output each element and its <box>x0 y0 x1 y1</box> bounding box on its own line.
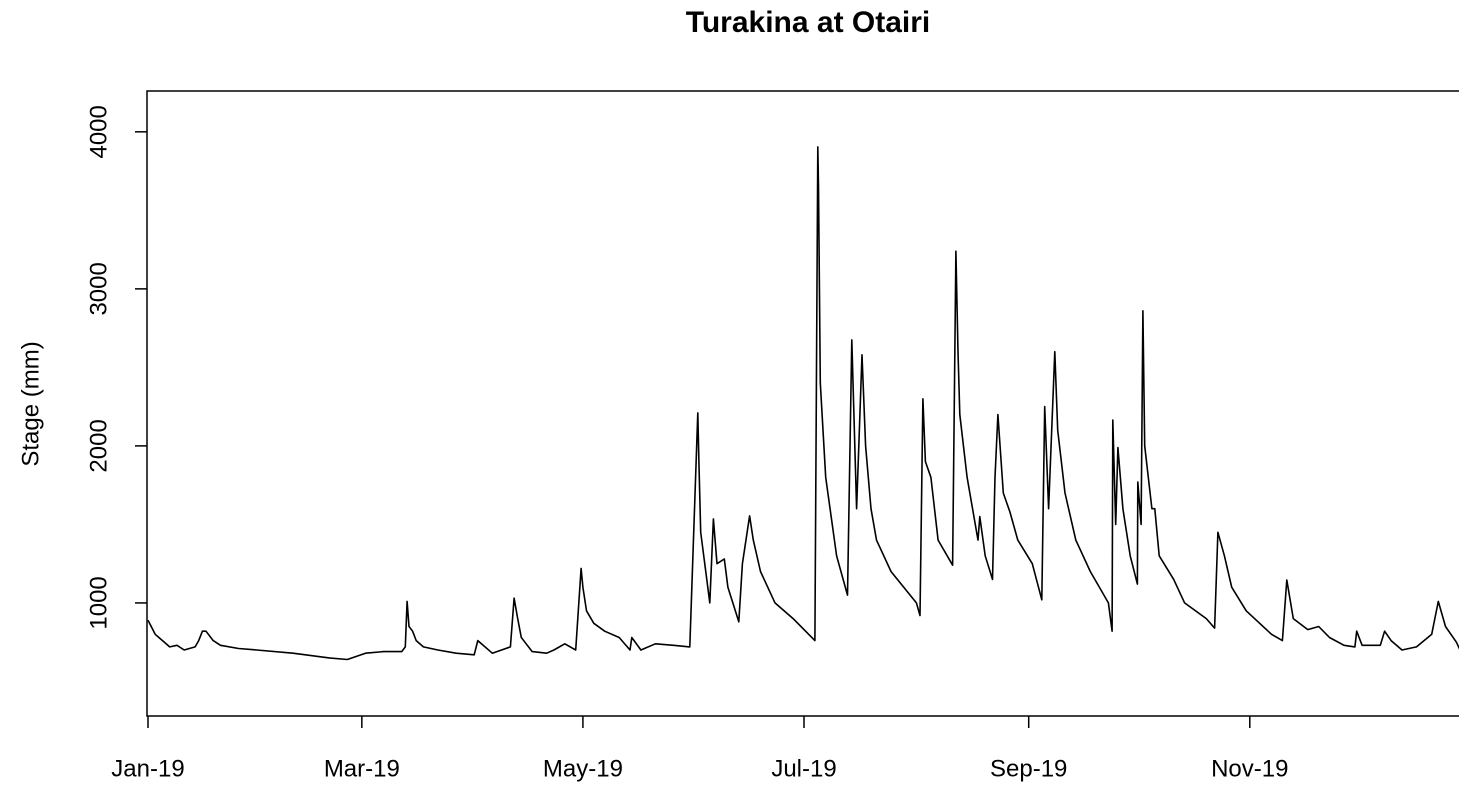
y-tick-label: 2000 <box>85 419 112 472</box>
y-tick-label: 4000 <box>85 105 112 158</box>
x-tick-label: Jul-19 <box>771 755 836 782</box>
x-tick-label: Mar-19 <box>324 755 400 782</box>
plot-frame <box>146 90 1459 717</box>
x-tick-label: May-19 <box>543 755 623 782</box>
y-axis-label: Stage (mm) <box>17 341 44 466</box>
chart-title: Turakina at Otairi <box>686 6 931 39</box>
x-tick-label: Sep-19 <box>990 755 1067 782</box>
x-tick-label: Nov-19 <box>1211 755 1288 782</box>
y-tick-label: 1000 <box>85 576 112 629</box>
data-line <box>147 146 1459 661</box>
x-tick-label: Jan-19 <box>111 755 184 782</box>
y-tick-label: 3000 <box>85 262 112 315</box>
